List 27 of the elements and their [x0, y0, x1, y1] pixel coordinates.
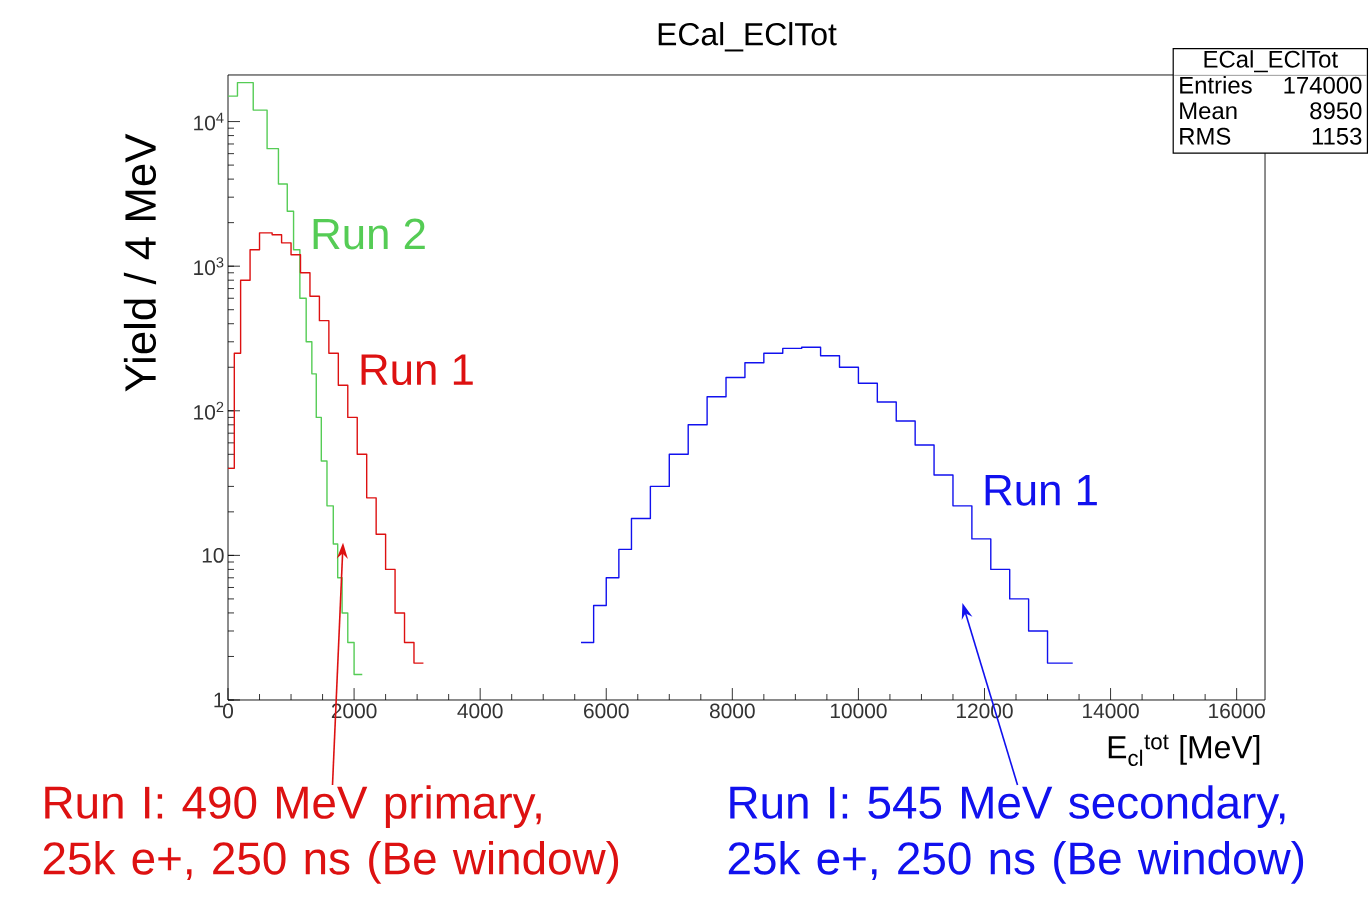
x-tick-label: 10000 [830, 703, 887, 719]
y-tick-label: 1 [214, 692, 224, 708]
y-axis-title: Yield / 4 MeV [123, 133, 157, 392]
y-tick-label: 10$^{3}$ [194, 257, 224, 276]
x-axis-title: E$_{cl}$$^{tot}$ [MeV] [1108, 734, 1260, 767]
y-tick-label: 10$^{2}$ [194, 401, 224, 420]
x-tick-label: 14000 [1083, 703, 1139, 719]
text: ECal_EClTot [1204, 50, 1338, 73]
text: Run I: 490 MeV primary, 25k e+, 250 ns (Be window) [43, 785, 619, 884]
series-label: Run 1 [361, 354, 473, 386]
text: 8950 [1310, 102, 1362, 120]
chart-title: ECal_EClTot [658, 22, 837, 52]
annotation: Entries [1180, 76, 1252, 94]
text: 174000 [1284, 76, 1362, 94]
x-tick-label: 8000 [709, 703, 755, 719]
y-tick-label: 10 [202, 547, 224, 563]
x-tick-label: 0 [223, 703, 233, 719]
x-tick-label: 4000 [457, 703, 503, 719]
y-tick-label: 10$^{4}$ [194, 112, 224, 131]
series-label: Run 1 [985, 475, 1097, 506]
text: Run I: 545 MeV secondary, 25k e+, 250 ns (Be window) [728, 785, 1304, 884]
text: 1153 [1312, 127, 1362, 145]
annotation: RMS [1180, 127, 1231, 145]
x-tick-label: 6000 [584, 703, 629, 719]
annotation: Mean [1180, 102, 1237, 120]
x-tick-label: 16000 [1209, 703, 1265, 719]
series-label: Run 2 [313, 218, 425, 250]
